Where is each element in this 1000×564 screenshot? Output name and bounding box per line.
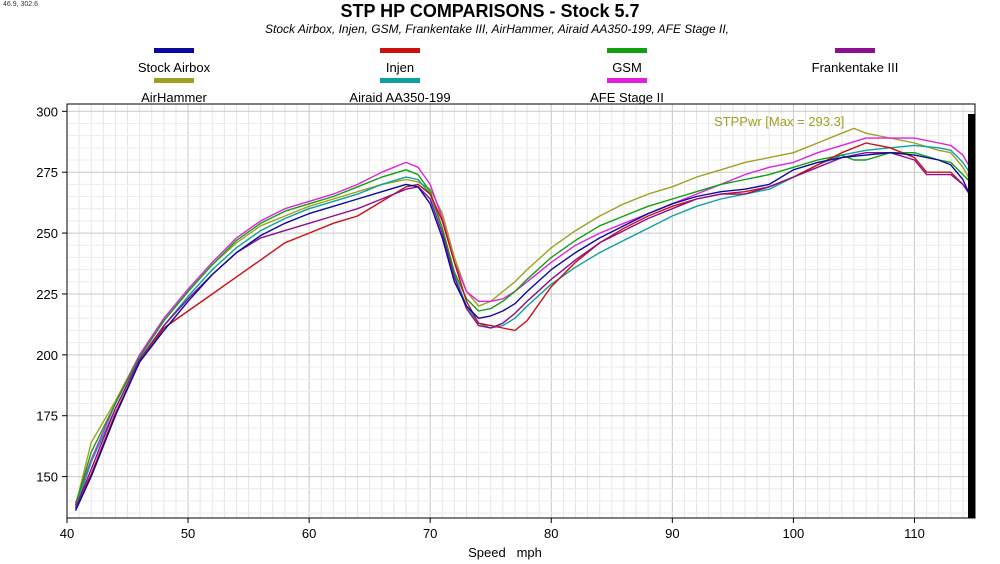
series-line bbox=[74, 144, 974, 509]
series-line bbox=[74, 137, 974, 504]
x-axis-label: Speed mph bbox=[468, 545, 542, 560]
chart-title: STP HP COMPARISONS - Stock 5.7 bbox=[340, 1, 639, 21]
grid bbox=[66, 104, 976, 518]
legend-label: Airaid AA350-199 bbox=[349, 90, 450, 105]
max-annotation: STPPwr [Max = 293.3] bbox=[714, 114, 844, 129]
series-line bbox=[74, 127, 974, 506]
series-line bbox=[74, 142, 974, 509]
y-tick-label: 150 bbox=[36, 470, 58, 485]
series-line bbox=[74, 152, 974, 506]
x-tick-label: 60 bbox=[302, 526, 316, 541]
legend-label: Injen bbox=[386, 60, 414, 75]
legend-swatch bbox=[380, 78, 420, 83]
legend-label: GSM bbox=[612, 60, 642, 75]
x-tick-label: 50 bbox=[181, 526, 195, 541]
series-layer bbox=[74, 127, 974, 511]
legend-label: AFE Stage II bbox=[590, 90, 664, 105]
y-tick-label: 225 bbox=[36, 287, 58, 302]
x-tick-label: 100 bbox=[783, 526, 805, 541]
axis-ticks: 40 50 60 70 80 90 100 110 150 175 200 225 250 275 300 bbox=[36, 104, 925, 541]
x-tick-label: 90 bbox=[665, 526, 679, 541]
chart-subtitle: Stock Airbox, Injen, GSM, Frankentake II… bbox=[265, 22, 729, 36]
series-line bbox=[74, 152, 974, 511]
x-tick-label: 80 bbox=[544, 526, 558, 541]
legend-swatch bbox=[154, 78, 194, 83]
y-tick-label: 275 bbox=[36, 165, 58, 180]
legend-swatch bbox=[607, 78, 647, 83]
legend-swatch bbox=[607, 48, 647, 53]
y-tick-label: 300 bbox=[36, 104, 58, 119]
plot-right-edge-bar bbox=[968, 114, 975, 518]
y-tick-label: 250 bbox=[36, 226, 58, 241]
y-tick-label: 200 bbox=[36, 348, 58, 363]
y-tick-label: 175 bbox=[36, 409, 58, 424]
plot-frame bbox=[66, 103, 976, 519]
x-tick-label: 40 bbox=[60, 526, 74, 541]
legend-swatch bbox=[380, 48, 420, 53]
legend-swatch bbox=[154, 48, 194, 53]
legend-label: Stock Airbox bbox=[138, 60, 211, 75]
legend: Stock Airbox Injen GSM Frankentake III AirHa… bbox=[138, 48, 898, 105]
legend-swatch bbox=[835, 48, 875, 53]
x-tick-label: 110 bbox=[904, 526, 925, 541]
legend-label: Frankentake III bbox=[812, 60, 899, 75]
x-tick-label: 70 bbox=[423, 526, 437, 541]
legend-label: AirHammer bbox=[141, 90, 207, 105]
cursor-readout: 46.9, 302.6 bbox=[3, 1, 39, 8]
